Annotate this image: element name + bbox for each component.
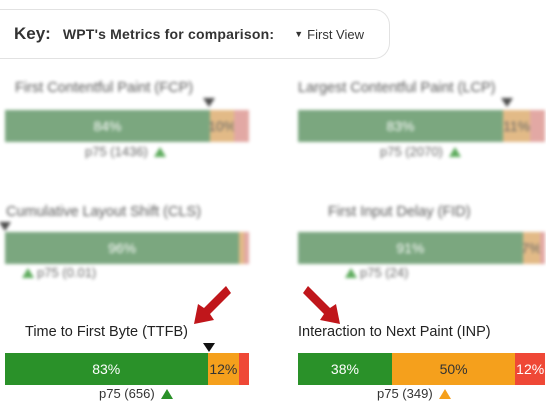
distribution-bar: 96% (5, 232, 249, 264)
key-panel: Key: WPT's Metrics for comparison: ▼ Fir… (0, 9, 390, 59)
segment-needs-improvement: 7% (522, 232, 541, 264)
metric-title: Largest Contentful Paint (LCP) (298, 80, 496, 96)
segment-needs-improvement: 11% (503, 110, 531, 142)
p75-value: p75 (24) (345, 265, 408, 280)
metric-title: First Input Delay (FID) (328, 204, 471, 220)
distribution-bar: 91% 7% (298, 232, 545, 264)
key-label: Key: (14, 24, 51, 43)
key-title: WPT's Metrics for comparison: (62, 26, 275, 42)
metric-title: First Contentful Paint (FCP) (15, 80, 194, 96)
p75-label: p75 (656) (99, 386, 155, 401)
p75-value: p75 (0.01) (22, 265, 96, 280)
p75-marker-icon (160, 388, 173, 399)
segment-poor: 12% (515, 353, 545, 385)
distribution-bar: 84% 10% (5, 110, 249, 142)
segment-needs-improvement (239, 232, 245, 264)
p75-marker-icon (345, 267, 357, 278)
annotation-arrow-icon (194, 286, 231, 324)
p75-value: p75 (2070) (380, 144, 461, 159)
segment-poor (244, 232, 249, 264)
distribution-bar: 38% 50% 12% (298, 353, 545, 385)
p75-value: p75 (1436) (85, 144, 166, 159)
segment-poor (234, 110, 249, 142)
segment-good: 84% (5, 110, 210, 142)
p75-marker-icon (153, 146, 166, 157)
p75-label: p75 (0.01) (37, 265, 97, 280)
threshold-marker (501, 98, 513, 107)
p75-marker-icon (438, 388, 451, 399)
threshold-marker (203, 343, 215, 352)
distribution-bar: 83% 12% (5, 353, 249, 385)
metric-title: Time to First Byte (TTFB) (25, 324, 188, 340)
p75-value: p75 (656) (99, 386, 173, 401)
segment-good: 91% (298, 232, 523, 264)
segment-poor (239, 353, 249, 385)
segment-good: 96% (5, 232, 240, 264)
segment-needs-improvement: 50% (391, 353, 516, 385)
p75-label: p75 (349) (377, 386, 433, 401)
p75-marker-icon (448, 146, 461, 157)
segment-poor (530, 110, 545, 142)
annotation-arrow-icon (303, 286, 340, 324)
chevron-down-icon: ▼ (294, 29, 304, 39)
segment-good: 38% (298, 353, 392, 385)
segment-poor (540, 232, 545, 264)
segment-good: 83% (298, 110, 503, 142)
p75-label: p75 (1436) (85, 144, 148, 159)
view-select-value: First View (307, 26, 364, 42)
p75-marker-icon (22, 267, 34, 278)
segment-needs-improvement: 10% (209, 110, 235, 142)
threshold-marker (203, 98, 215, 107)
segment-needs-improvement: 12% (207, 353, 240, 385)
distribution-bar: 83% 11% (298, 110, 545, 142)
view-select[interactable]: ▼ First View (294, 27, 364, 42)
metric-title: Interaction to Next Paint (INP) (298, 324, 491, 340)
metric-title: Cumulative Layout Shift (CLS) (6, 204, 202, 220)
p75-label: p75 (24) (360, 265, 409, 280)
p75-value: p75 (349) (377, 386, 451, 401)
threshold-marker (0, 222, 11, 231)
segment-good: 83% (5, 353, 208, 385)
p75-label: p75 (2070) (380, 144, 443, 159)
